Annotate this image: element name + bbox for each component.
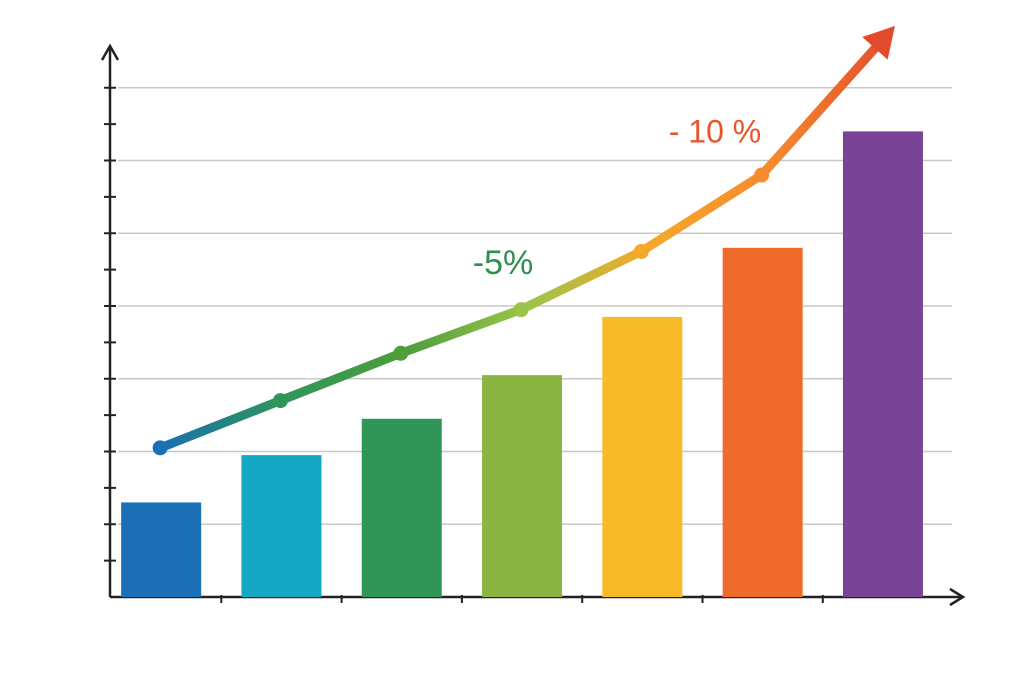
trend-point (754, 167, 770, 183)
bar (842, 131, 923, 597)
trend-point (272, 393, 288, 409)
trend-point (513, 302, 529, 318)
x-axis-arrow (949, 587, 966, 607)
bar (722, 247, 803, 598)
bar (361, 418, 442, 597)
annotation: - 10 % (669, 113, 761, 149)
trend-arrowhead (862, 25, 895, 60)
bar (241, 455, 322, 597)
bar (482, 375, 563, 597)
trend-point (633, 243, 649, 259)
bar (602, 316, 683, 597)
trend-point (393, 345, 409, 361)
bar (121, 502, 202, 597)
annotation: -5% (473, 244, 533, 282)
y-axis-arrow (100, 43, 120, 61)
trend-point (152, 440, 168, 456)
